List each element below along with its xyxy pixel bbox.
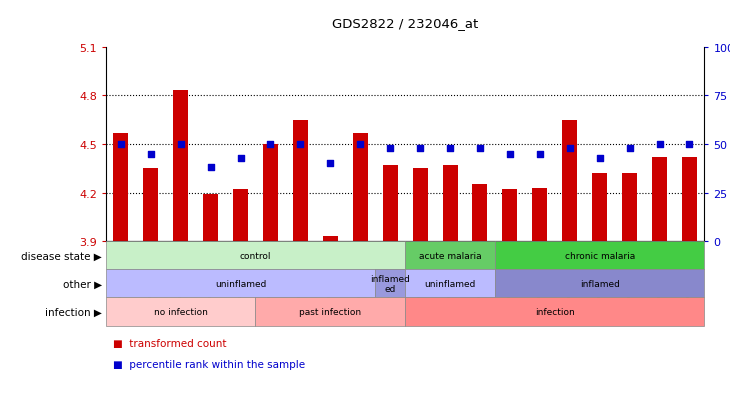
Bar (472, 185, 488, 242)
Text: infection: infection (535, 307, 575, 316)
Point (593, 155, 605, 161)
Bar (113, 133, 128, 242)
Point (474, 145, 486, 152)
Bar (682, 157, 697, 242)
Point (145, 151, 157, 158)
Text: inflamed
ed: inflamed ed (370, 274, 410, 293)
Point (683, 141, 695, 148)
Bar (143, 169, 158, 242)
Bar (652, 157, 667, 242)
Bar (293, 120, 308, 242)
Text: uninflamed: uninflamed (424, 279, 476, 288)
Bar (442, 166, 458, 242)
Bar (106, 270, 375, 298)
Text: past infection: past infection (299, 307, 361, 316)
Text: disease state ▶: disease state ▶ (21, 251, 102, 261)
Point (294, 141, 307, 148)
Bar (353, 133, 368, 242)
Bar (405, 242, 495, 270)
Bar (383, 166, 398, 242)
Bar (173, 91, 188, 242)
Bar (592, 173, 607, 242)
Bar (495, 242, 704, 270)
Point (564, 145, 575, 152)
Point (355, 141, 366, 148)
Bar (106, 242, 405, 270)
Point (264, 141, 276, 148)
Bar (405, 270, 495, 298)
Bar (106, 298, 255, 326)
Point (234, 155, 246, 161)
Text: inflamed: inflamed (580, 279, 620, 288)
Bar (532, 188, 548, 242)
Point (324, 161, 336, 167)
Text: acute malaria: acute malaria (419, 251, 481, 260)
Text: GDS2822 / 232046_at: GDS2822 / 232046_at (332, 17, 478, 29)
Text: chronic malaria: chronic malaria (564, 251, 635, 260)
Text: ■  transformed count: ■ transformed count (113, 338, 226, 348)
Text: ■  percentile rank within the sample: ■ percentile rank within the sample (113, 359, 305, 369)
Point (174, 141, 186, 148)
Bar (323, 237, 338, 242)
Point (653, 141, 665, 148)
Bar (502, 190, 518, 242)
Point (115, 141, 127, 148)
Bar (375, 270, 405, 298)
Bar (263, 145, 278, 242)
Text: no infection: no infection (154, 307, 207, 316)
Point (444, 145, 456, 152)
Text: control: control (239, 251, 272, 260)
Bar (562, 120, 577, 242)
Point (623, 145, 635, 152)
Bar (255, 298, 405, 326)
Point (504, 151, 515, 158)
Bar (233, 190, 248, 242)
Text: other ▶: other ▶ (63, 279, 102, 289)
Text: infection ▶: infection ▶ (45, 307, 102, 317)
Text: uninflamed: uninflamed (215, 279, 266, 288)
Bar (495, 270, 704, 298)
Point (414, 145, 426, 152)
Bar (405, 298, 704, 326)
Point (384, 145, 396, 152)
Bar (412, 169, 428, 242)
Point (204, 164, 216, 171)
Bar (203, 195, 218, 242)
Bar (622, 173, 637, 242)
Point (534, 151, 545, 158)
